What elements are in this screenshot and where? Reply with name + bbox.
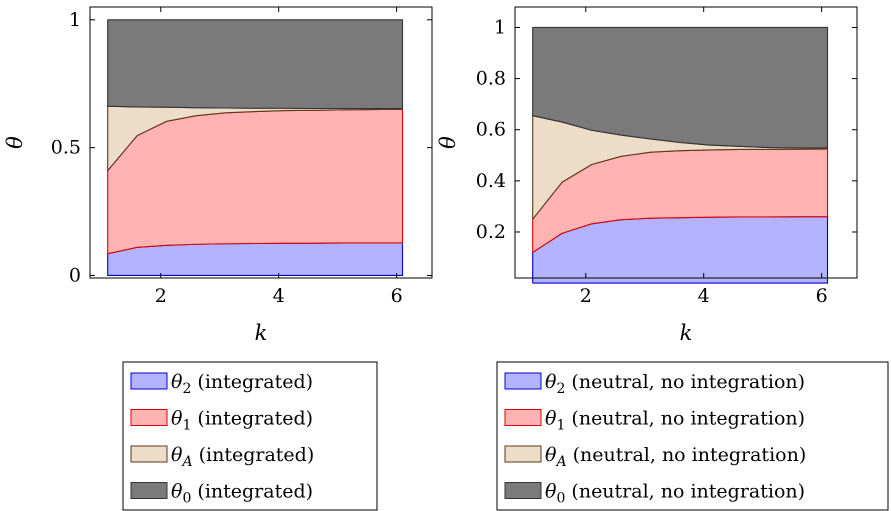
x-tick-label: 2 — [580, 285, 592, 307]
x-tick-label: 4 — [273, 285, 285, 307]
legend-swatch-4 — [504, 482, 542, 499]
y-tick-label: 0.8 — [476, 68, 506, 90]
area-series-1 — [107, 242, 404, 276]
legend-entry-4: θ0 (neutral, no integration) — [545, 481, 805, 507]
y-tick-label: 1 — [494, 16, 506, 38]
area-series-2 — [107, 108, 404, 255]
chart-2: 2 4 6 0.2 0.4 0.6 0.8 1 k θ θ2 (neutral, no integr… — [436, 6, 889, 511]
y-tick-label: 0.2 — [476, 221, 506, 243]
legend-entry-1: θ2 (neutral, no integration) — [545, 371, 805, 397]
plot-frame — [89, 6, 433, 279]
legend: θ2 (integrated) θ1 (integrated) θA (integr… — [122, 361, 378, 511]
area-series-4 — [107, 19, 404, 110]
legend-entry-3: θA (neutral, no integration) — [545, 444, 806, 470]
x-tick-label: 4 — [698, 285, 710, 307]
x-tick-label: 6 — [816, 285, 828, 307]
legend-swatch-2 — [504, 409, 542, 426]
legend-swatch-1 — [130, 372, 168, 390]
legend-entry-2: θ1 (neutral, no integration) — [545, 408, 805, 434]
y-axis-label: θ — [436, 136, 460, 149]
y-tick-label: 0.6 — [476, 119, 506, 141]
legend-swatch-1 — [504, 372, 542, 390]
y-axis-label: θ — [3, 136, 27, 149]
legend-swatch-4 — [130, 482, 168, 499]
legend: θ2 (neutral, no integration) θ1 (neutral,… — [496, 361, 889, 511]
legend-entry-4: θ0 (integrated) — [171, 481, 313, 507]
legend-entry-1: θ2 (integrated) — [171, 371, 313, 397]
y-tick-label: 0 — [69, 264, 81, 286]
legend-swatch-2 — [130, 409, 168, 426]
y-tick-label: 0.5 — [51, 137, 81, 159]
legend-box — [496, 361, 889, 511]
x-axis-label: k — [255, 321, 268, 345]
x-axis-label: k — [680, 321, 693, 345]
y-tick-label: 1 — [69, 9, 81, 31]
chart-1: 2 4 6 0 0.5 1 k θ θ2 (integrated) θ1 (integrated)… — [3, 6, 433, 511]
plot-frame — [514, 6, 858, 279]
area-series-4 — [532, 26, 829, 149]
legend-entry-2: θ1 (integrated) — [171, 408, 313, 434]
y-tick-label: 0.4 — [476, 170, 506, 192]
legend-swatch-3 — [130, 445, 168, 463]
legend-swatch-3 — [504, 445, 542, 463]
x-tick-label: 2 — [155, 285, 167, 307]
x-tick-label: 6 — [391, 285, 403, 307]
legend-entry-3: θA (integrated) — [171, 444, 314, 470]
